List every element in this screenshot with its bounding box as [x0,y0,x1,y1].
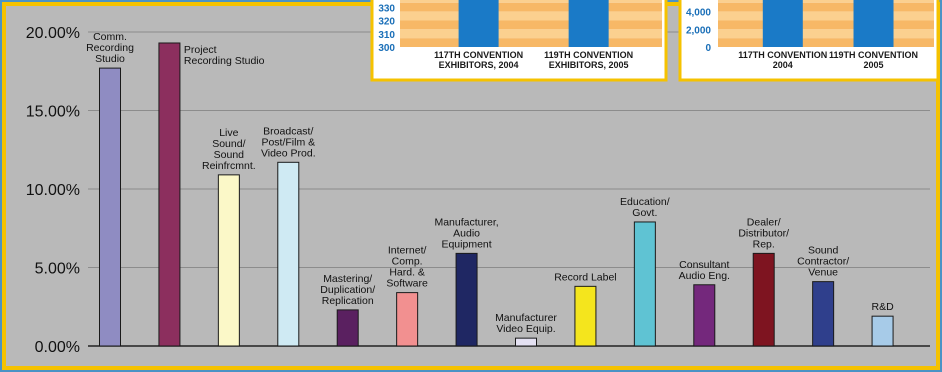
inset-y-tick-label: 330 [378,3,395,14]
inset-bar [458,0,499,47]
inset-band [400,20,662,30]
category-label: Manufacturer, Audio Equipment [434,216,498,250]
bar [277,161,300,347]
inset-band [400,2,662,12]
y-tick-label: 5.00% [35,261,80,278]
main-category-labels: Comm. Recording Studio Project Recording Stu… [86,31,894,335]
inset-category-label: 117TH CONVENTION 2004 [738,50,827,70]
category-label: Project Recording Studio [184,44,265,67]
inset-band [400,29,662,39]
main-bars [99,42,894,347]
inset-y-tick-label: 4,000 [686,8,711,19]
category-label: Live Sound/Sound Reinfrcmnt. [202,127,256,172]
inset-band [718,20,934,30]
bar [455,252,478,347]
inset-bar [853,0,894,47]
inset-category-label: 119TH CONVENTION 2005 [829,50,918,70]
y-tick-label: 10.00% [26,182,80,199]
bar [871,315,894,347]
y-tick-label: 20.00% [26,25,80,42]
inset-y-tick-label: 320 [378,17,395,28]
bar [99,67,121,347]
inset-band [718,0,934,3]
bar [752,252,775,347]
inset-band [400,0,662,3]
bar [217,174,240,347]
bar [158,42,181,347]
category-label: Consultant Audio Eng. [679,259,730,282]
category-label: Internet/Comp. Hard. & Software [386,245,428,290]
category-label: Record Label [554,271,616,283]
inset-band [400,38,662,47]
bar [633,221,656,347]
category-label: Education/Govt. [620,196,670,219]
category-label: Comm. Recording Studio [86,31,134,65]
inset-bar [762,0,803,47]
inset-category-label: 117TH CONVENTION EXHIBITORS, 2004 [434,50,523,70]
bar [574,285,597,347]
inset-y-tick-label: 310 [378,30,395,41]
category-label: Sound Contractor/Venue [797,245,849,279]
y-tick-label: 0.00% [35,339,80,356]
inset-band [718,29,934,39]
inset-band [400,11,662,21]
inset-y-tick-label: 300 [378,43,395,54]
category-label: R&D [871,301,894,313]
bar [812,281,835,347]
category-label: Mastering/Duplication/Replication [320,273,375,307]
category-label: Manufacturer Video Equip. [495,312,557,335]
inset-band [718,38,934,47]
inset-band [718,2,934,12]
inset-chart-exhibitors: 300 310 320 330 117TH CONVENTION EXHIBITORS, … [370,0,668,82]
inset-band [718,11,934,21]
category-label: Dealer/Distributor/Rep. [738,216,789,250]
inset-y-tick-label: 2,000 [686,25,711,36]
bar [515,337,537,347]
category-label: Broadcast/Post/Film & Video Prod. [261,125,316,159]
bar [693,284,716,347]
inset-bar [568,0,609,47]
inset-y-tick-label: 0 [705,43,711,54]
inset-category-label: 119TH CONVENTION EXHIBITORS, 2005 [544,50,633,70]
y-tick-label: 15.00% [26,104,80,121]
bar [336,309,359,347]
main-y-axis-ticks: 0.00% 5.00% 10.00% 15.00% 20.00% [26,25,80,356]
bar [396,292,419,347]
